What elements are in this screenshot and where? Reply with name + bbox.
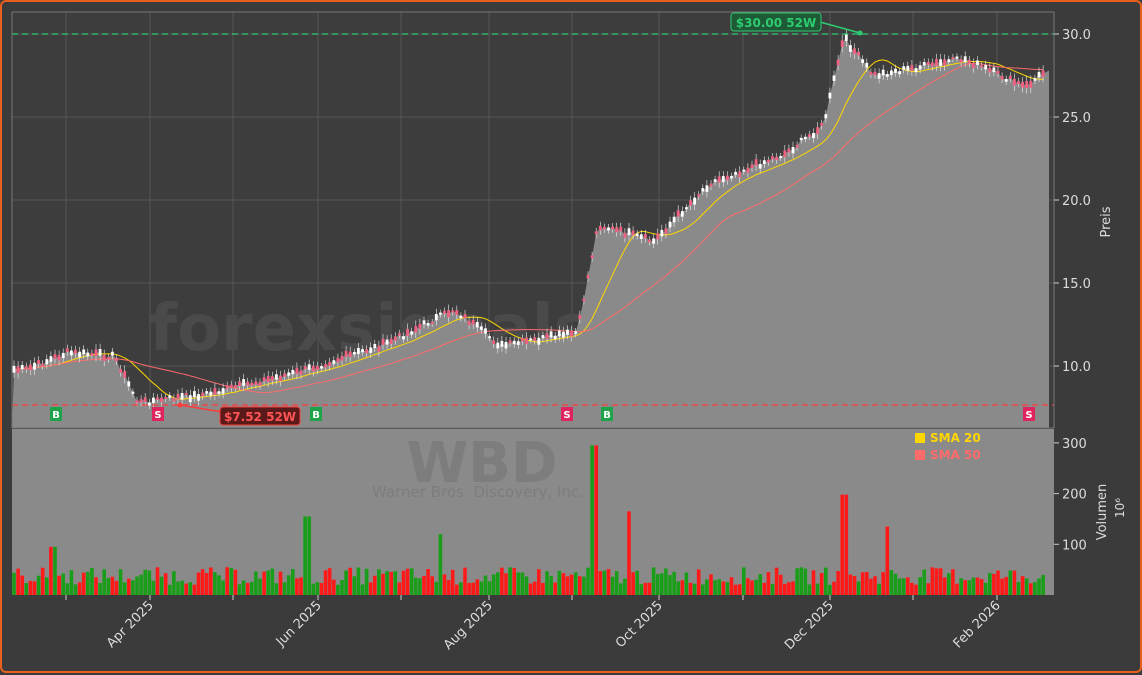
x-tick-label: Apr 2025 [104,598,157,651]
x-axis: Apr 2025 Jun 2025 Aug 2025 Oct 2025 Dec 2025… [65,595,1004,653]
price-tick: 10.0 [1062,360,1091,375]
price-tick: 15.0 [1062,277,1091,292]
volume-axis-label: Volumen [1095,484,1110,541]
buy-signal [601,407,613,421]
x-tick-label: Feb 2026 [951,598,1004,651]
svg-text:SMA 20: SMA 20 [930,431,981,445]
svg-text:S: S [154,410,161,421]
svg-text:B: B [603,410,611,421]
svg-text:$7.52 52W: $7.52 52W [224,410,296,424]
volume-unit: 10⁶ [1113,498,1127,518]
price-axis-label: Preis [1099,206,1114,237]
svg-text:B: B [52,410,60,421]
volume-axis: 100 200 300 [1054,437,1087,553]
x-tick-label: Jun 2025 [273,598,325,650]
x-tick-label: Dec 2025 [782,598,837,653]
sma-lines [13,59,1044,400]
volume-pane [12,429,1054,595]
price-area [12,37,1049,428]
volume-tick: 200 [1062,488,1087,503]
legend: SMA 20 SMA 50 [915,431,981,462]
low-52w-annotation: $7.52 52W [177,402,301,426]
volume-tick: 300 [1062,437,1087,452]
ticker-watermark: WBD [407,431,558,496]
buy-signal [310,407,322,421]
price-tick: 25.0 [1062,111,1091,126]
svg-text:B: B [312,410,320,421]
company-watermark: Warner Bros. Discovery, Inc. [372,483,584,501]
price-tick: 20.0 [1062,194,1091,209]
price-axis: 10.0 15.0 20.0 25.0 30.0 [1054,28,1091,375]
volume-tick: 100 [1062,538,1087,553]
sell-signal [561,407,573,421]
svg-text:S: S [563,410,570,421]
sell-signal [1023,407,1035,421]
svg-text:SMA 50: SMA 50 [930,448,981,462]
volume-bars [12,445,1045,595]
svg-text:$30.00 52W: $30.00 52W [736,16,816,30]
x-tick-label: Aug 2025 [441,598,496,653]
high-52w-annotation: $30.00 52W [730,12,863,36]
x-tick-label: Oct 2025 [613,598,666,651]
buy-signal [50,407,62,421]
candles [12,28,1045,410]
svg-text:S: S [1025,410,1032,421]
price-tick: 30.0 [1062,28,1091,43]
sell-signal [152,407,164,421]
